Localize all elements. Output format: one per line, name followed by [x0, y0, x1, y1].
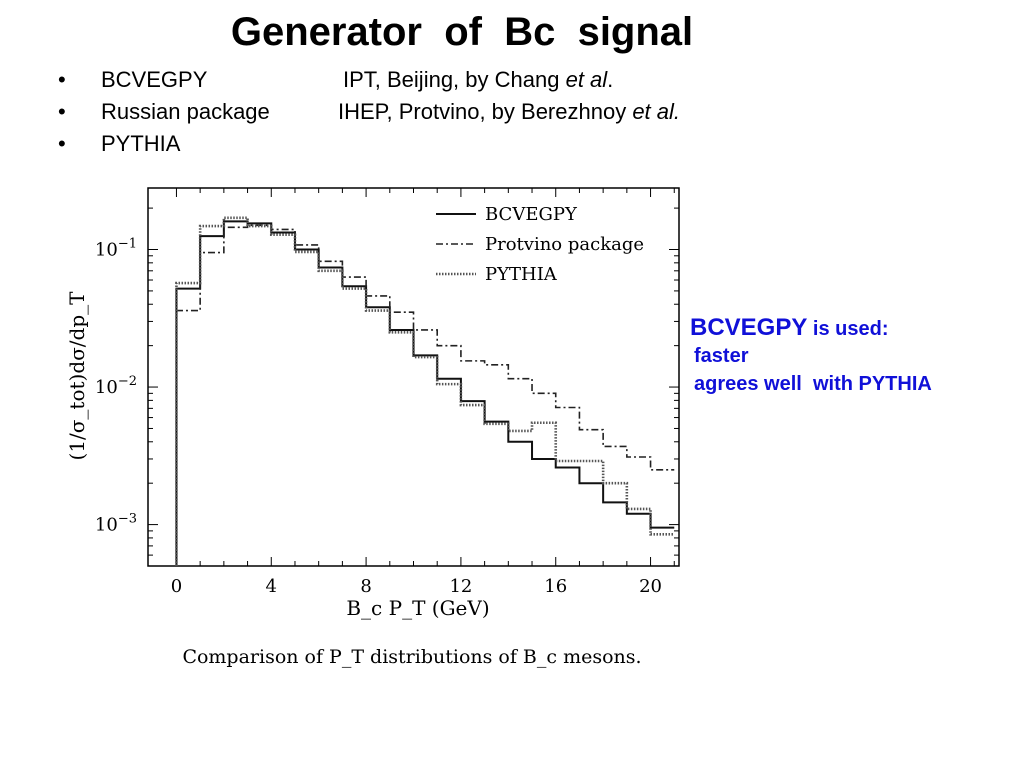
- y-tick-label: 10−1: [95, 237, 137, 261]
- note-head: BCVEGPY is used:: [690, 314, 889, 341]
- legend-label: BCVEGPY: [485, 204, 578, 225]
- series-protvino-package-line: [175, 224, 675, 566]
- note-line-faster: faster: [694, 345, 749, 367]
- bullet-desc: IPT, Beijing, by Chang et al.: [343, 67, 614, 92]
- legend-label: Protvino package: [485, 234, 644, 255]
- bullet-name: BCVEGPY: [101, 67, 208, 92]
- y-tick-label: 10−3: [95, 512, 137, 536]
- note-line-agrees: agrees well with PYTHIA: [694, 373, 932, 395]
- x-tick-label: 16: [544, 576, 567, 597]
- y-tick-label: 10−2: [95, 374, 137, 398]
- series-pythia-line: [175, 216, 675, 566]
- legend-label: PYTHIA: [485, 264, 558, 285]
- x-tick-label: 0: [171, 576, 182, 597]
- x-tick-label: 20: [639, 576, 662, 597]
- x-tick-label: 8: [360, 576, 371, 597]
- series-bcvegpy-line: [175, 220, 675, 566]
- bullet-dot-icon: •: [58, 67, 66, 92]
- chart-caption: Comparison of P_T distributions of B_c m…: [182, 646, 641, 668]
- x-axis-label: B_c P_T (GeV): [346, 596, 489, 620]
- bullet-desc: IHEP, Protvino, by Berezhnoy et al.: [338, 99, 681, 124]
- bullet-name: PYTHIA: [101, 131, 181, 156]
- bullet-name: Russian package: [101, 99, 270, 124]
- bullet-dot-icon: •: [58, 99, 66, 124]
- slide-title: Generator of Bc signal: [230, 10, 694, 54]
- x-tick-label: 4: [266, 576, 277, 597]
- note-box: BCVEGPY is used: faster agrees well with…: [690, 314, 932, 398]
- x-tick-label: 12: [449, 576, 472, 597]
- bullet-dot-icon: •: [58, 131, 66, 156]
- y-axis-label: (1/σ_tot)dσ/dp_T: [65, 291, 89, 461]
